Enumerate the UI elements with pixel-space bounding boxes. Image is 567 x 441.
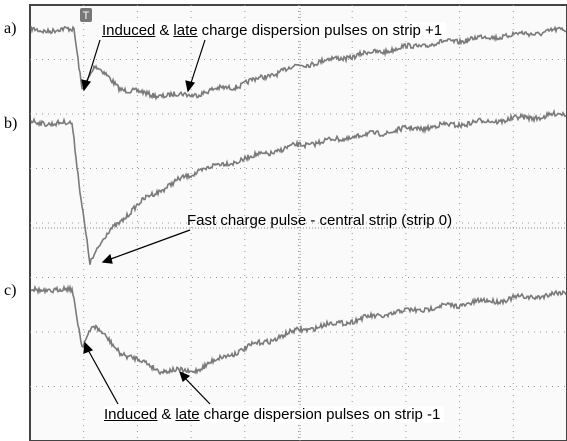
trigger-icon xyxy=(80,8,92,22)
traces xyxy=(30,25,567,376)
annotation-part: Induced xyxy=(104,406,158,423)
panel-label: b) xyxy=(4,115,18,132)
annotation-part: late xyxy=(173,22,198,39)
annotation-part: & xyxy=(159,22,170,39)
annotation-part: Induced xyxy=(102,22,156,39)
annotation-part: Fast charge pulse - central strip (strip… xyxy=(187,212,453,229)
annotation-part: charge dispersion pulses on strip +1 xyxy=(201,22,443,39)
annotation-part: late xyxy=(175,406,200,423)
annotation: Fast charge pulse - central strip (strip… xyxy=(187,212,456,229)
annotation-part: charge dispersion pulses on strip -1 xyxy=(203,406,441,423)
trace xyxy=(30,108,567,265)
arrows xyxy=(81,39,211,405)
annotation: Induced & late charge dispersion pulses on … xyxy=(104,406,445,423)
trigger-marker: T xyxy=(83,10,90,22)
trace xyxy=(30,25,567,101)
grid xyxy=(30,5,567,441)
annotation-part: & xyxy=(161,406,172,423)
trace xyxy=(30,283,567,376)
panel-label: a) xyxy=(4,20,17,37)
annotation: Induced & late charge dispersion pulses on … xyxy=(102,22,447,39)
panel-label: c) xyxy=(4,282,17,299)
